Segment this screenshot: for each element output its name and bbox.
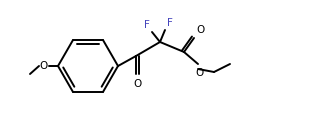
Text: F: F	[144, 20, 150, 30]
Text: O: O	[40, 61, 48, 71]
Text: O: O	[196, 25, 204, 35]
Text: O: O	[133, 79, 141, 89]
Text: F: F	[167, 18, 173, 28]
Text: O: O	[195, 68, 203, 78]
